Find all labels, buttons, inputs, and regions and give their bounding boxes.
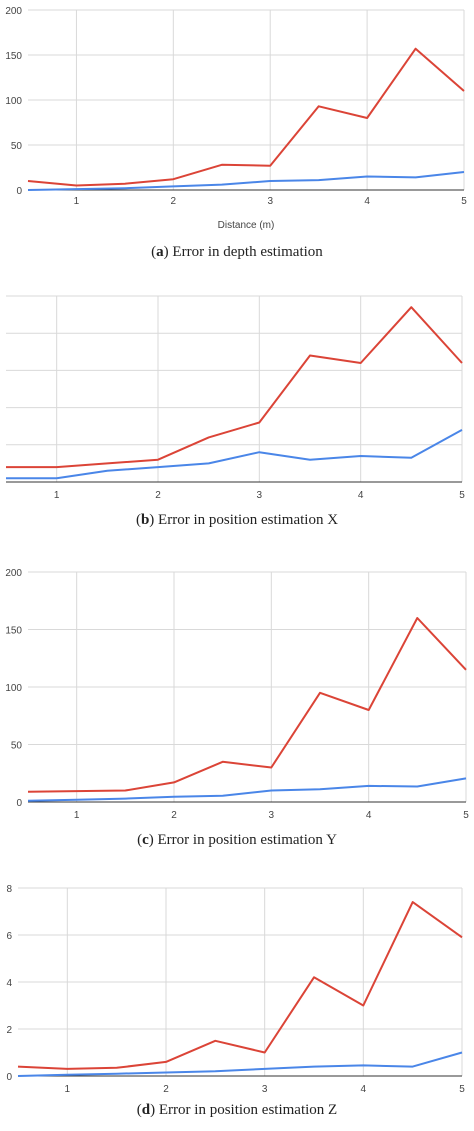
y-tick-label: 0 <box>16 798 22 809</box>
caption-text: Error in position estimation X <box>158 512 339 528</box>
caption-letter: b <box>140 512 150 528</box>
chart-b: 1 2 3 4 5 <box>6 295 465 501</box>
x-tick-label: 2 <box>163 1084 169 1095</box>
x-tick-label: 2 <box>171 196 177 207</box>
caption-d: (d) Error in position estimation Z <box>136 1102 338 1118</box>
y-tick-label: 100 <box>5 683 22 694</box>
x-tick-label: 4 <box>361 1084 367 1095</box>
x-tick-label: 4 <box>364 196 370 207</box>
y-tick-label: 6 <box>6 931 12 942</box>
x-tick-label: 2 <box>155 490 161 501</box>
caption-letter: c <box>142 832 149 848</box>
x-axis-title: Distance (m) <box>218 220 275 231</box>
caption-text: Error in position estimation Y <box>157 832 337 848</box>
chart-panel-b: 1 2 3 4 5 (b) Error in position estimation X <box>0 280 474 550</box>
y-tick-label: 200 <box>5 568 22 579</box>
series-line-1 <box>27 617 467 793</box>
x-tick-label: 3 <box>257 490 263 501</box>
caption-a: (a) Error in depth estimation <box>151 244 323 260</box>
caption-text: Error in position estimation Z <box>158 1102 338 1118</box>
y-tick-label: 150 <box>5 51 22 62</box>
y-tick-label: 200 <box>5 6 22 17</box>
x-tick-label: 5 <box>459 490 465 501</box>
y-tick-label: 50 <box>11 741 23 752</box>
y-tick-label: 150 <box>5 626 22 637</box>
x-tick-label: 5 <box>459 1084 465 1095</box>
caption-b: (b) Error in position estimation X <box>135 512 339 528</box>
chart-panel-c: 1 2 3 4 5 0 50 100 150 200 (c) Error in position … <box>0 560 474 860</box>
caption-c: (c) Error in position estimation Y <box>137 832 337 848</box>
x-tick-label: 1 <box>54 490 60 501</box>
x-tick-label: 5 <box>463 810 469 821</box>
y-tick-label: 0 <box>6 1072 12 1083</box>
x-tick-label: 1 <box>74 196 80 207</box>
y-tick-label: 2 <box>6 1025 12 1036</box>
chart-d: 1 2 3 4 5 0 2 4 6 8 <box>6 884 465 1095</box>
x-tick-label: 3 <box>267 196 273 207</box>
y-tick-label: 50 <box>11 141 23 152</box>
y-tick-label: 0 <box>16 186 22 197</box>
x-tick-label: 5 <box>461 196 467 207</box>
series-line-2 <box>6 429 463 480</box>
series-line-1 <box>27 47 465 187</box>
x-tick-label: 4 <box>358 490 364 501</box>
y-tick-label: 4 <box>6 978 12 989</box>
series-line-2 <box>27 171 465 191</box>
series-line-1 <box>17 901 463 1070</box>
chart-panel-d: 1 2 3 4 5 0 2 4 6 8 (d) Error in position estimat… <box>0 872 474 1131</box>
chart-panel-a: 1 2 3 4 5 0 50 100 150 200 Distance (m) (a) Error … <box>0 0 474 280</box>
x-tick-label: 3 <box>269 810 275 821</box>
y-tick-label: 8 <box>6 884 12 895</box>
x-tick-label: 4 <box>366 810 372 821</box>
series-line-2 <box>27 777 467 802</box>
x-tick-label: 1 <box>65 1084 71 1095</box>
caption-letter: d <box>141 1102 151 1118</box>
y-tick-label: 100 <box>5 96 22 107</box>
x-tick-label: 2 <box>171 810 177 821</box>
series-line-2 <box>17 1051 463 1077</box>
caption-letter: a <box>156 244 164 260</box>
caption-text: Error in depth estimation <box>172 244 323 260</box>
x-tick-label: 3 <box>262 1084 268 1095</box>
x-tick-label: 1 <box>74 810 80 821</box>
series-line-1 <box>6 306 463 469</box>
